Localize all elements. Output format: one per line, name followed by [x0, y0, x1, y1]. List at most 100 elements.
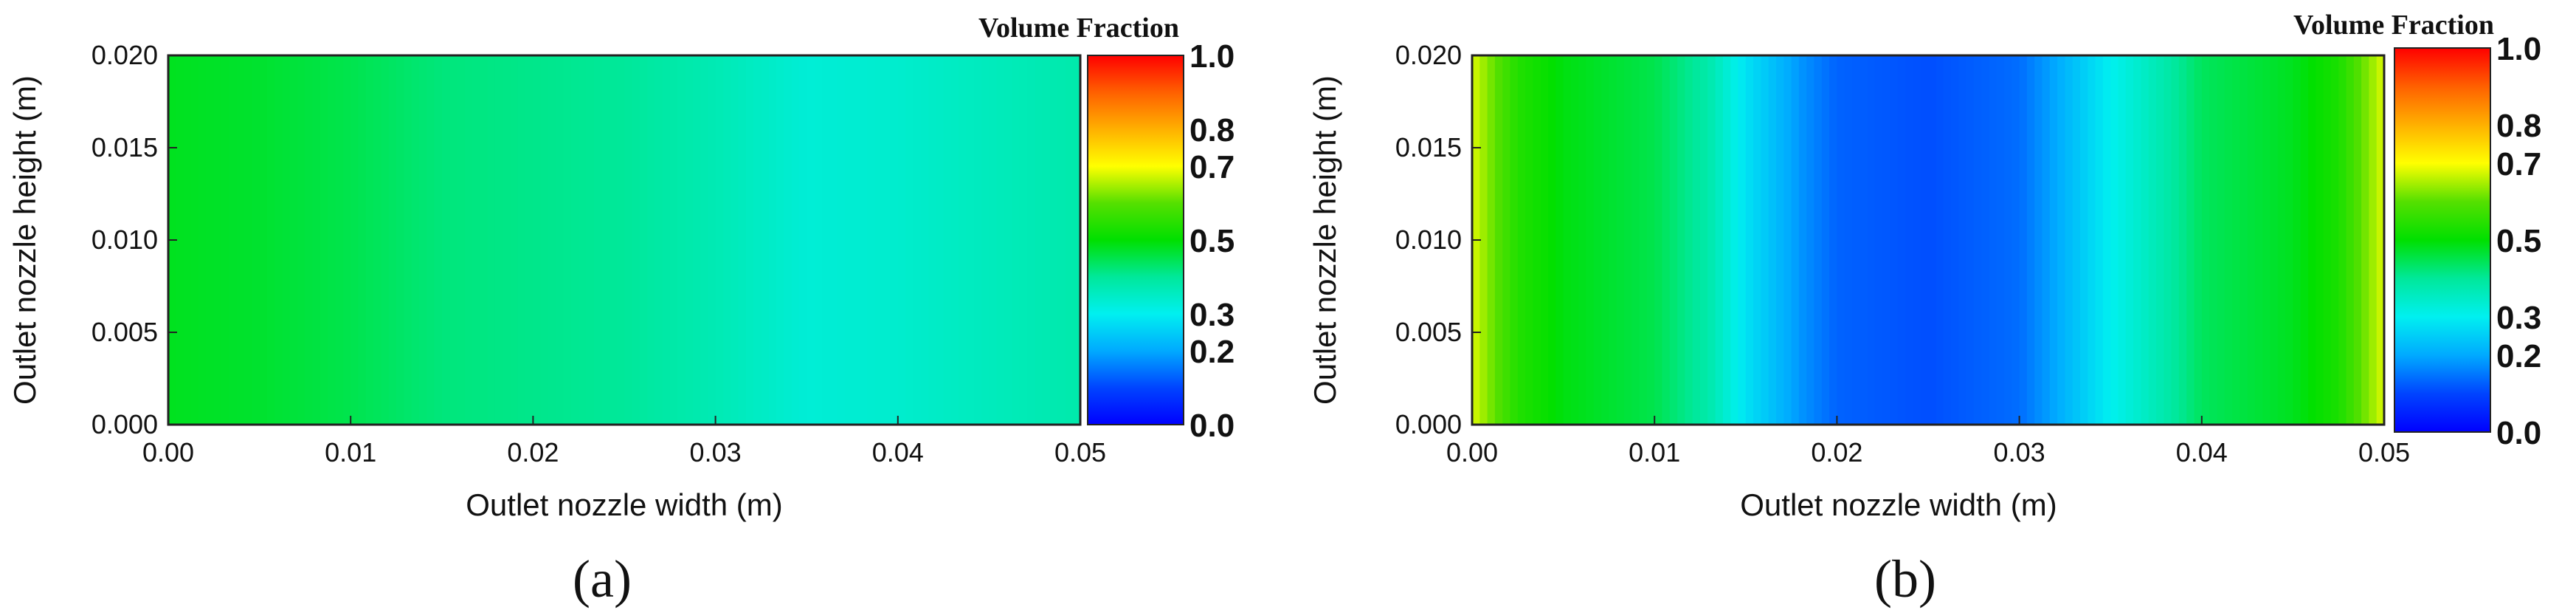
heatmap-cell [738, 55, 747, 425]
heatmap-cell [1745, 55, 1755, 425]
heatmap-cell [1867, 55, 1876, 425]
heatmap-cell [776, 55, 785, 425]
heatmap-cell [2217, 55, 2225, 425]
x-tick-label: 0.04 [872, 437, 924, 467]
heatmap-cell [1639, 55, 1648, 425]
heatmap-cell [943, 55, 952, 425]
heatmap-cell [480, 55, 488, 425]
heatmap-cell [548, 55, 557, 425]
heatmap-cell [289, 55, 299, 425]
heatmap-cell [745, 55, 755, 425]
heatmap-cell [540, 55, 549, 425]
heatmap-cell [655, 55, 663, 425]
x-tick-label: 0.05 [1054, 437, 1106, 467]
y-tick-label: 0.000 [1395, 409, 1462, 439]
heatmap-cell [570, 55, 580, 425]
heatmap-cell [2247, 55, 2256, 425]
heatmap-cell [677, 55, 686, 425]
heatmap-cell [449, 55, 458, 425]
heatmap-cell [1662, 55, 1671, 425]
heatmap-cell [342, 55, 352, 425]
heatmap-cell [2308, 55, 2317, 425]
heatmap-cell [2019, 55, 2028, 425]
heatmap-cell [2178, 55, 2188, 425]
y-tick-label: 0.015 [91, 132, 158, 162]
heatmap-cell [2156, 55, 2165, 425]
panel-b: 0.00 0.01 0.02 0.03 0.04 0.05 0.000 0.005 0.010 0… [1308, 10, 2541, 609]
heatmap-cell [1654, 55, 1663, 425]
heatmap-cell [2201, 55, 2211, 425]
heatmap-cell [2057, 55, 2066, 425]
heatmap-cell [1609, 55, 1617, 425]
colorbar-tick-label: 0.3 [1189, 297, 1235, 333]
heatmap-cell [2376, 55, 2385, 425]
heatmap-cell [282, 55, 291, 425]
heatmap-cell [388, 55, 397, 425]
heatmap-cell [1821, 55, 1831, 425]
heatmap-cell [1525, 55, 1534, 425]
heatmap-cell [1035, 55, 1043, 425]
heatmap-cell [2164, 55, 2172, 425]
heatmap-cell [351, 55, 359, 425]
heatmap-cell [1776, 55, 1785, 425]
heatmap-cell [381, 55, 390, 425]
heatmap-cell [768, 55, 777, 425]
x-tick-label: 0.03 [1994, 437, 2045, 467]
heatmap-cell [305, 55, 314, 425]
heatmap-cell [2026, 55, 2036, 425]
heatmap-cell [798, 55, 808, 425]
heatmap-cell [715, 55, 724, 425]
heatmap-cell [761, 55, 770, 425]
heatmap-cell [487, 55, 496, 425]
heatmap-cell [1487, 55, 1496, 425]
heatmap-cell [1981, 55, 1990, 425]
heatmap-cell [1685, 55, 1693, 425]
colorbar-tick-label: 1.0 [2496, 31, 2541, 67]
heatmap-cell [753, 55, 762, 425]
heatmap-cell [2095, 55, 2104, 425]
x-tick-label: 0.02 [507, 437, 559, 467]
heatmap-cell [2012, 55, 2020, 425]
heatmap-cell [472, 55, 481, 425]
x-tick-label: 0.00 [142, 437, 194, 467]
heatmap-cell [1563, 55, 1572, 425]
heatmap-cell [928, 55, 937, 425]
heatmap-cell [2125, 55, 2135, 425]
heatmap-cell [632, 55, 640, 425]
colorbar-ticks-b: 1.0 0.80.7 0.5 0.30.2 0.0 [2496, 31, 2541, 451]
heatmap-cell [2293, 55, 2302, 425]
heatmap-cell [616, 55, 625, 425]
heatmap-cell [685, 55, 694, 425]
heatmap-cell [2148, 55, 2157, 425]
heatmap-cell [784, 55, 793, 425]
heatmap-cell [418, 55, 428, 425]
heatmap-cell [373, 55, 382, 425]
heatmap-cell [2330, 55, 2340, 425]
heatmap-cell [1570, 55, 1580, 425]
heatmap-cell [2369, 55, 2378, 425]
heatmap-cell [1510, 55, 1519, 425]
heatmap-cell [1730, 55, 1739, 425]
heatmap-cell [2171, 55, 2180, 425]
x-tick-label: 0.02 [1811, 437, 1862, 467]
heatmap-cell [1989, 55, 1997, 425]
x-tick-label: 0.00 [1446, 437, 1498, 467]
heatmap-cell [950, 55, 960, 425]
heatmap-cell [1616, 55, 1625, 425]
heatmap-cell [1814, 55, 1823, 425]
heatmap-cell [1722, 55, 1732, 425]
heatmap-cell [2141, 55, 2149, 425]
heatmap-cell [1502, 55, 1511, 425]
heatmap-cell [2232, 55, 2241, 425]
heatmap-cell [494, 55, 504, 425]
heatmap-cell [1669, 55, 1679, 425]
heatmap-cell [2316, 55, 2324, 425]
colorbar-tick-label: 0.0 [1189, 408, 1235, 444]
heatmap-cell [259, 55, 268, 425]
heatmap-cell [441, 55, 451, 425]
colorbar-tick-label: 1.0 [1189, 38, 1235, 75]
x-tick-label: 0.05 [2358, 437, 2410, 467]
heatmap-cell [2049, 55, 2059, 425]
heatmap-cell [1601, 55, 1610, 425]
y-tick-label: 0.015 [1395, 132, 1462, 162]
